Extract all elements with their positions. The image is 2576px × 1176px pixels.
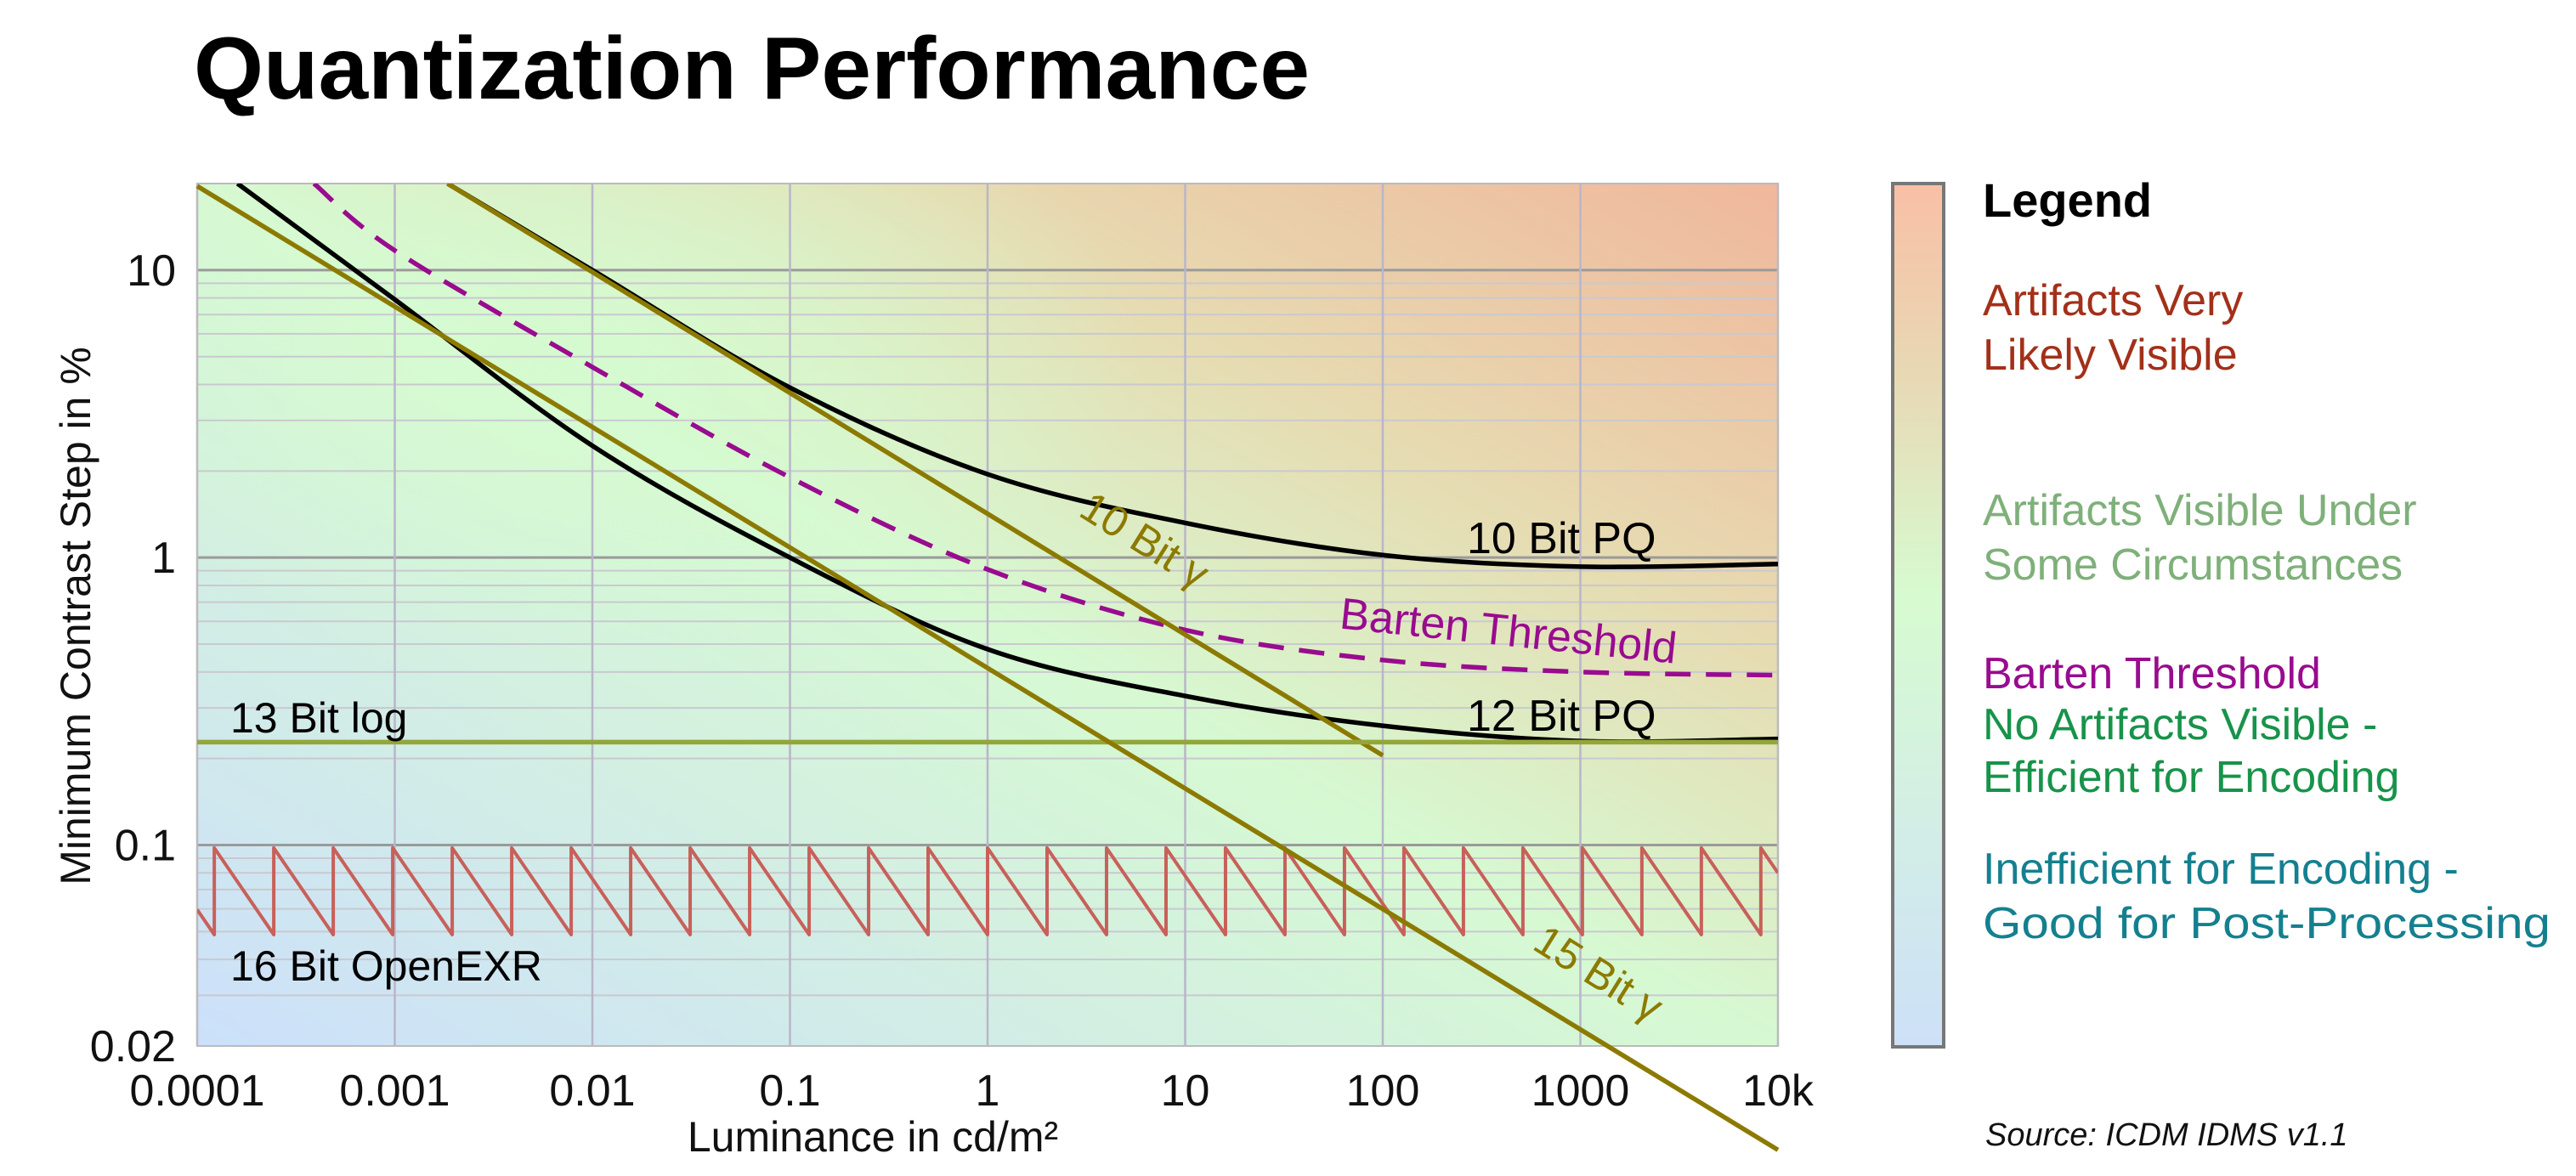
x-tick-label: 100 xyxy=(1346,1066,1420,1116)
x-tick-label: 0.0001 xyxy=(129,1066,264,1116)
legend-artifacts-very-likely-1: Artifacts Very xyxy=(1983,276,2243,325)
series-unclipped-group xyxy=(195,184,1780,1152)
x-tick-label: 0.1 xyxy=(759,1066,820,1116)
x-tick-label: 1000 xyxy=(1531,1066,1630,1116)
label-12-bit-pq: 12 Bit PQ xyxy=(1467,692,1656,741)
x-tick-label: 0.001 xyxy=(339,1066,450,1116)
label-16-bit-openexr: 16 Bit OpenEXR xyxy=(230,942,542,990)
label-13-bit-log: 13 Bit log xyxy=(230,694,407,742)
legend-inefficient-2: Good for Post-Processing xyxy=(1983,899,2551,948)
plot-frame xyxy=(196,183,1779,1047)
legend-barten-threshold: Barten Threshold xyxy=(1983,649,2321,698)
series-10-bit-gamma xyxy=(446,184,1384,758)
x-axis-title: Luminance in cd/m² xyxy=(688,1113,1058,1161)
series-16-bit-openexr xyxy=(197,845,1778,936)
legend-artifacts-some-2: Some Circumstances xyxy=(1983,540,2403,590)
x-tick-label: 10 xyxy=(1161,1066,1210,1116)
x-tick-label: 1 xyxy=(976,1066,1000,1116)
y-tick-label: 0.1 xyxy=(115,822,176,871)
y-tick-label: 1 xyxy=(151,534,176,583)
y-axis-title: Minimum Contrast Step in % xyxy=(52,347,99,885)
legend-title: Legend xyxy=(1983,173,2152,227)
source-note: Source: ICDM IDMS v1.1 xyxy=(1985,1117,2348,1153)
y-tick-label: 0.02 xyxy=(90,1022,176,1071)
legend-no-artifacts-2: Efficient for Encoding xyxy=(1983,753,2399,802)
legend-no-artifacts-1: No Artifacts Visible - xyxy=(1983,700,2377,749)
legend-color-bar xyxy=(1891,182,1945,1049)
chart-title: Quantization Performance xyxy=(194,20,1310,118)
series-15-bit-gamma xyxy=(195,184,1780,1152)
legend-inefficient-1: Inefficient for Encoding - xyxy=(1983,845,2459,894)
y-tick-label: 10 xyxy=(127,246,176,296)
legend-artifacts-some-1: Artifacts Visible Under xyxy=(1983,486,2417,535)
x-tick-label: 10k xyxy=(1742,1066,1815,1116)
tick-labels: 0.0001 0.001 0.01 0.1 1 10 100 1000 10k 10 1 0.1 0.0… xyxy=(90,246,1815,1116)
label-10-bit-pq: 10 Bit PQ xyxy=(1467,514,1656,563)
x-tick-label: 0.01 xyxy=(549,1066,635,1116)
series-barten-threshold xyxy=(312,184,1778,678)
legend-artifacts-very-likely-2: Likely Visible xyxy=(1983,331,2238,380)
